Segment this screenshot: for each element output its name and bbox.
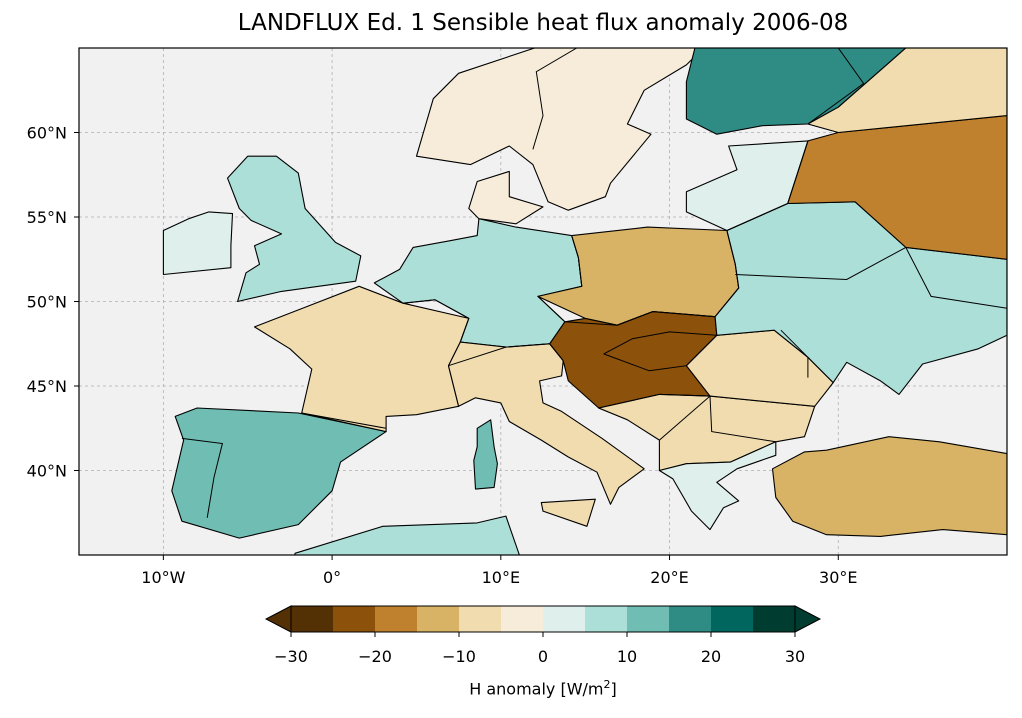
region-sicily <box>540 498 596 527</box>
region-scandinavia <box>415 48 704 211</box>
moldova-border <box>780 329 809 378</box>
colorbar-tick-label: −30 <box>274 647 308 666</box>
germany-poland-border <box>571 235 583 287</box>
land-regions <box>162 48 1007 555</box>
figure-title: LANDFLUX Ed. 1 Sensible heat flux anomal… <box>237 10 849 36</box>
lat-tick-label: 55°N <box>27 208 67 227</box>
lat-tick-label: 50°N <box>27 293 67 312</box>
region-uk <box>226 155 362 303</box>
bulgaria-border <box>709 396 776 443</box>
region-turkey <box>771 436 1007 537</box>
pyrenees-border <box>301 412 387 429</box>
colorbar-over-arrow <box>794 605 822 633</box>
region-north_africa <box>294 515 520 555</box>
region-ireland <box>162 211 234 276</box>
colorbar-segment <box>585 606 628 632</box>
czech-austria-border <box>537 296 716 326</box>
colorbar-tick-label: 20 <box>701 647 721 666</box>
longitude-ticks: 10°W 0° 10°E 20°E 30°E <box>141 555 858 587</box>
latitude-ticks: 40°N 45°N 50°N 55°N 60°N <box>27 124 79 481</box>
colorbar-tick-label: −20 <box>358 647 392 666</box>
region-iberia <box>171 407 387 539</box>
spain-portugal-border <box>181 437 224 518</box>
colorbar-segment <box>627 606 670 632</box>
region-denmark <box>468 170 544 225</box>
lon-tick-label: 10°W <box>141 568 185 587</box>
colorbar-segment <box>501 606 544 632</box>
lat-tick-label: 45°N <box>27 377 67 396</box>
ukraine-russia-border <box>905 247 1007 309</box>
colorbar-segment <box>291 606 334 632</box>
region-greece <box>658 441 777 531</box>
colorbar-segment <box>543 606 586 632</box>
alps-border <box>448 343 564 367</box>
lon-tick-label: 20°E <box>650 568 688 587</box>
country-borders <box>181 48 1007 518</box>
belarus-ukraine-border <box>735 246 907 281</box>
colorbar-tick-label: 0 <box>538 647 548 666</box>
colorbar: −30 −20 −10 0 10 20 30 <box>264 605 822 666</box>
colorbar-segment <box>375 606 418 632</box>
finland-russia-border <box>807 48 865 125</box>
colorbar-segment <box>711 606 754 632</box>
region-russia_west <box>787 115 1007 260</box>
balkan-border <box>598 393 712 441</box>
france-germany-border <box>402 299 470 343</box>
poland-east-border <box>714 230 740 318</box>
lon-tick-label: 0° <box>323 568 341 587</box>
colorbar-segment <box>333 606 376 632</box>
colorbar-tick-label: −10 <box>442 647 476 666</box>
sweden-norway-border <box>532 48 577 150</box>
colorbar-segment <box>753 606 796 632</box>
baltic-russia-border <box>726 140 809 231</box>
lon-tick-label: 10°E <box>482 568 520 587</box>
colorbar-under-arrow <box>264 605 292 633</box>
colorbar-segment <box>459 606 502 632</box>
hungary-border <box>603 331 718 372</box>
lat-tick-label: 60°N <box>27 124 67 143</box>
lat-tick-label: 40°N <box>27 462 67 481</box>
colorbar-label: H anomaly [W/m2] <box>469 678 617 699</box>
colorbar-segment <box>669 606 712 632</box>
lon-tick-label: 30°E <box>819 568 857 587</box>
region-corsica_sardinia <box>473 419 498 490</box>
colorbar-tick-label: 10 <box>617 647 637 666</box>
colorbar-segment <box>417 606 460 632</box>
colorbar-tick-label: 30 <box>785 647 805 666</box>
